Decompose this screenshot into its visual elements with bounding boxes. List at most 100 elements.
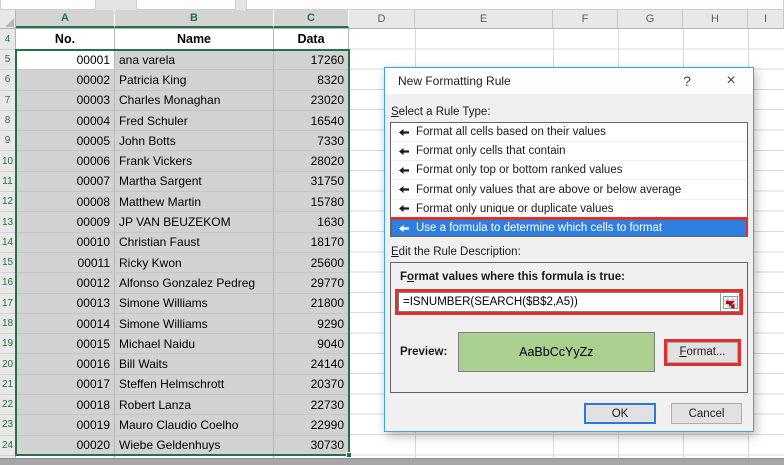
format-button[interactable]: Format...: [667, 341, 738, 363]
rule-type-option-6[interactable]: Use a formula to determine which cells t…: [391, 216, 747, 236]
row-header-20[interactable]: 20: [0, 354, 16, 375]
cell-B18[interactable]: Simone Williams: [115, 313, 274, 335]
cell-C14[interactable]: 18170: [274, 232, 349, 253]
formula-bar[interactable]: [246, 0, 784, 10]
row-header-14[interactable]: 14: [0, 232, 16, 253]
cell-A18[interactable]: 00014: [16, 313, 115, 335]
cell-C18[interactable]: 9290: [274, 313, 349, 335]
cancel-button[interactable]: Cancel: [671, 403, 742, 424]
cell-B11[interactable]: Martha Sargent: [115, 171, 274, 193]
column-header-D[interactable]: D: [349, 10, 415, 28]
rule-type-option-4[interactable]: Format only values that are above or bel…: [391, 180, 747, 200]
cell-C7[interactable]: 23020: [274, 90, 349, 111]
row-header-9[interactable]: 9: [0, 131, 16, 152]
cell-C13[interactable]: 1630: [274, 212, 349, 233]
cell-B9[interactable]: John Botts: [115, 131, 274, 152]
column-header-I[interactable]: I: [748, 10, 784, 28]
row-header-8[interactable]: 8: [0, 110, 16, 132]
cell-C5[interactable]: 17260: [274, 50, 349, 71]
cell-A16[interactable]: 00012: [16, 273, 115, 294]
column-header-G[interactable]: G: [618, 10, 683, 28]
rule-type-option-5[interactable]: Format only unique or duplicate values: [391, 200, 747, 219]
cell-C6[interactable]: 8320: [274, 70, 349, 91]
cell-B23[interactable]: Mauro Claudio Coelho: [115, 415, 274, 436]
cell-C19[interactable]: 9040: [274, 334, 349, 355]
row-header-13[interactable]: 13: [0, 212, 16, 233]
row-header-11[interactable]: 11: [0, 171, 16, 193]
cell-A19[interactable]: 00015: [16, 334, 115, 355]
cell-A22[interactable]: 00018: [16, 395, 115, 416]
cell-B4[interactable]: Name: [115, 29, 274, 50]
cell-B20[interactable]: Bill Waits: [115, 354, 274, 375]
help-icon[interactable]: ?: [683, 73, 691, 89]
cell-B21[interactable]: Steffen Helmschrott: [115, 374, 274, 396]
column-header-C[interactable]: C: [274, 10, 349, 28]
cell-C16[interactable]: 29770: [274, 273, 349, 294]
cell-A17[interactable]: 00013: [16, 293, 115, 314]
cell-A9[interactable]: 00005: [16, 131, 115, 152]
cell-B24[interactable]: Wiebe Geldenhuys: [115, 435, 274, 456]
dialog-titlebar[interactable]: New Formatting Rule ? ×: [385, 68, 753, 94]
cell-B5[interactable]: ana varela: [115, 50, 274, 71]
cell-B12[interactable]: Matthew Martin: [115, 192, 274, 213]
cell-B10[interactable]: Frank Vickers: [115, 151, 274, 172]
cell-B16[interactable]: Alfonso Gonzalez Pedreg: [115, 273, 274, 294]
cell-A11[interactable]: 00007: [16, 171, 115, 193]
row-header-16[interactable]: 16: [0, 273, 16, 294]
cell-C11[interactable]: 31750: [274, 171, 349, 193]
row-header-17[interactable]: 17: [0, 293, 16, 314]
cell-C24[interactable]: 30730: [274, 435, 349, 456]
cell-A24[interactable]: 00020: [16, 435, 115, 456]
cell-B22[interactable]: Robert Lanza: [115, 395, 274, 416]
row-header-18[interactable]: 18: [0, 313, 16, 335]
cell-C15[interactable]: 25600: [274, 252, 349, 274]
range-selector-icon[interactable]: [720, 293, 739, 311]
cell-B6[interactable]: Patricia King: [115, 70, 274, 91]
column-header-F[interactable]: F: [553, 10, 618, 28]
cell-A7[interactable]: 00003: [16, 90, 115, 111]
close-icon[interactable]: ×: [726, 72, 736, 89]
row-header-10[interactable]: 10: [0, 151, 16, 172]
row-header-24[interactable]: 24: [0, 435, 16, 456]
column-header-E[interactable]: E: [415, 10, 553, 28]
column-header-H[interactable]: H: [683, 10, 748, 28]
cell-C17[interactable]: 21800: [274, 293, 349, 314]
row-header-23[interactable]: 23: [0, 415, 16, 436]
cell-C4[interactable]: Data: [274, 29, 349, 50]
rule-type-option-1[interactable]: Format all cells based on their values: [391, 123, 747, 143]
cell-C8[interactable]: 16540: [274, 110, 349, 132]
cell-A20[interactable]: 00016: [16, 354, 115, 375]
cell-A21[interactable]: 00017: [16, 374, 115, 396]
rule-type-option-2[interactable]: Format only cells that contain: [391, 142, 747, 162]
cell-C12[interactable]: 15780: [274, 192, 349, 213]
rule-type-option-3[interactable]: Format only top or bottom ranked values: [391, 161, 747, 181]
cell-C22[interactable]: 22730: [274, 395, 349, 416]
cell-B8[interactable]: Fred Schuler: [115, 110, 274, 132]
row-header-15[interactable]: 15: [0, 252, 16, 274]
row-header-12[interactable]: 12: [0, 192, 16, 213]
row-header-22[interactable]: 22: [0, 395, 16, 416]
cell-A4[interactable]: No.: [16, 29, 115, 50]
cell-A15[interactable]: 00011: [16, 252, 115, 274]
row-header-7[interactable]: 7: [0, 90, 16, 111]
cell-C10[interactable]: 28020: [274, 151, 349, 172]
cell-C9[interactable]: 7330: [274, 131, 349, 152]
cell-C23[interactable]: 22990: [274, 415, 349, 436]
cell-B17[interactable]: Simone Williams: [115, 293, 274, 314]
cell-B15[interactable]: Ricky Kwon: [115, 252, 274, 274]
column-header-A[interactable]: A: [16, 10, 115, 28]
row-header-19[interactable]: 19: [0, 334, 16, 355]
cell-B7[interactable]: Charles Monaghan: [115, 90, 274, 111]
cell-A12[interactable]: 00008: [16, 192, 115, 213]
ok-button[interactable]: OK: [584, 403, 656, 424]
cell-A10[interactable]: 00006: [16, 151, 115, 172]
cell-A23[interactable]: 00019: [16, 415, 115, 436]
name-box[interactable]: [0, 0, 96, 10]
cell-A13[interactable]: 00009: [16, 212, 115, 233]
cell-B13[interactable]: JP VAN BEUZEKOM: [115, 212, 274, 233]
select-all-corner[interactable]: [0, 10, 16, 28]
cell-C21[interactable]: 20370: [274, 374, 349, 396]
row-header-21[interactable]: 21: [0, 374, 16, 396]
cell-C20[interactable]: 24140: [274, 354, 349, 375]
cell-A8[interactable]: 00004: [16, 110, 115, 132]
